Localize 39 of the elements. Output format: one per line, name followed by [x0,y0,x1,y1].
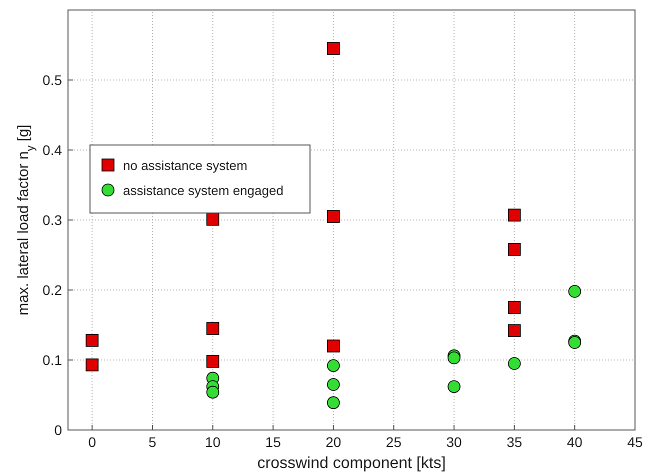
x-tick-label: 25 [386,434,402,450]
y-tick-label: 0.3 [42,212,62,228]
x-tick-label: 45 [627,434,643,450]
x-tick-label: 35 [506,434,522,450]
x-tick-label: 20 [326,434,342,450]
y-tick-label: 0.1 [42,352,62,368]
y-tick-label: 0.5 [42,72,62,88]
x-axis-title: crosswind component [kts] [257,455,446,472]
point [327,340,340,352]
legend-label: no assistance system [123,158,248,173]
point [327,378,340,391]
point [327,210,340,223]
x-tick-label: 10 [204,434,221,450]
x-tick-label: 40 [566,434,583,450]
point [327,359,340,372]
point [206,212,220,226]
legend-label: assistance system engaged [123,183,284,198]
y-tick-label: 0.2 [42,282,62,298]
x-tick-label: 5 [148,434,157,450]
point [508,208,521,222]
x-tick-label: 0 [88,434,96,450]
point [508,324,521,337]
point [206,355,220,368]
point [327,42,340,55]
point [508,357,521,370]
point [206,322,220,335]
point [568,285,582,298]
point [508,243,521,256]
point [327,396,340,410]
x-tick-label: 15 [265,434,282,450]
point [206,386,220,399]
y-tick-label: 0 [54,422,62,438]
point [86,358,99,372]
point [448,352,460,364]
point [508,301,521,314]
point [448,380,460,393]
y-tick-label: 0.4 [42,142,62,158]
point [86,334,99,347]
x-tick-label: 30 [446,434,462,450]
